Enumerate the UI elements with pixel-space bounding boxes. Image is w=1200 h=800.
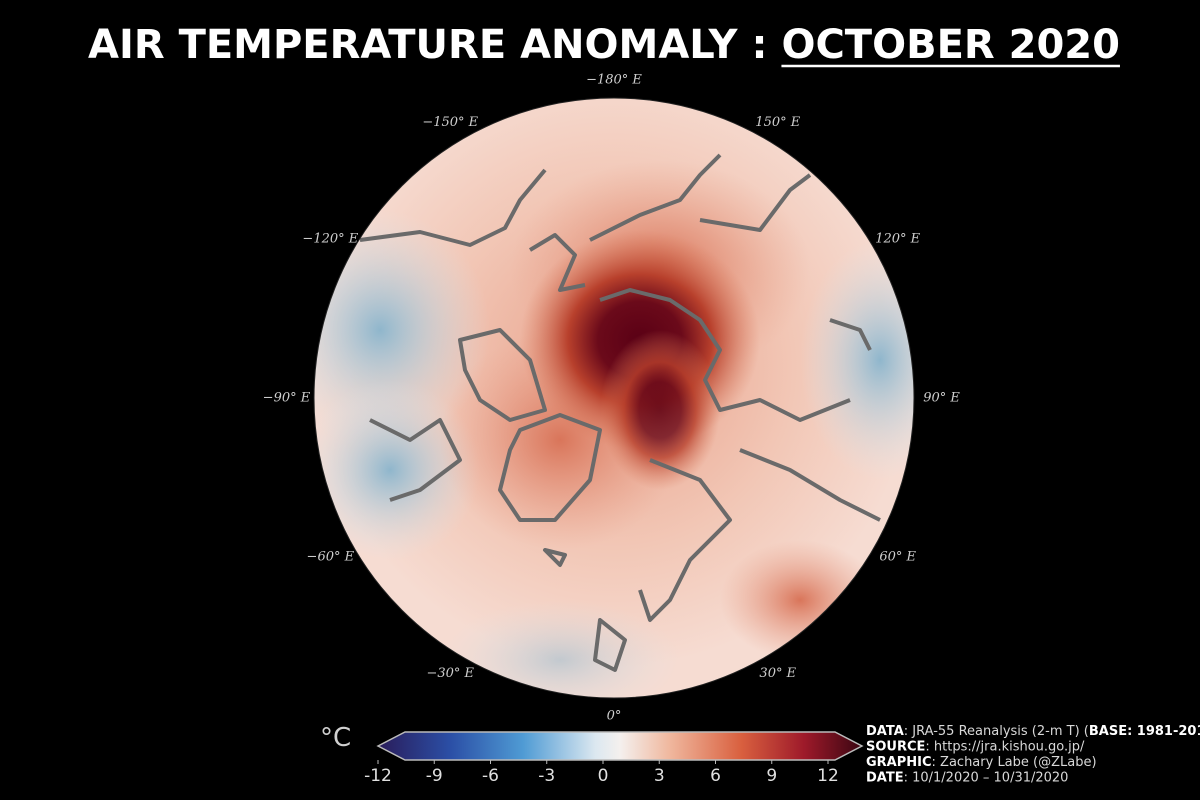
longitude-label: 60° E xyxy=(879,550,916,565)
colorbar-tick-label: 9 xyxy=(766,766,777,786)
map-title: AIR TEMPERATURE ANOMALY : OCTOBER 2020 xyxy=(88,22,1120,68)
credit-line: GRAPHIC: Zachary Labe (@ZLabe) xyxy=(866,755,1097,770)
credit-label: DATA xyxy=(866,724,904,739)
credit-text: : 10/1/2020 – 10/31/2020 xyxy=(904,771,1069,786)
longitude-label: −90° E xyxy=(263,391,311,406)
credit-label: SOURCE xyxy=(866,740,925,755)
colorbar-tick-label: -9 xyxy=(426,766,443,786)
colorbar-tick-label: -6 xyxy=(482,766,499,786)
credit-line: DATE: 10/1/2020 – 10/31/2020 xyxy=(866,771,1068,786)
colorbar-tick-label: -12 xyxy=(364,766,392,786)
longitude-label: 150° E xyxy=(755,115,800,130)
longitude-label: −120° E xyxy=(302,232,358,247)
credit-text: : JRA-55 Reanalysis (2-m T) ( xyxy=(904,724,1089,739)
longitude-label: 120° E xyxy=(875,232,920,247)
longitude-label: −180° E xyxy=(586,73,642,88)
longitude-label: −150° E xyxy=(422,115,478,130)
credit-line: SOURCE: https://jra.kishou.go.jp/ xyxy=(866,740,1085,755)
credit-label: GRAPHIC xyxy=(866,755,932,770)
colorbar-tick-label: -3 xyxy=(538,766,555,786)
longitude-label: −30° E xyxy=(426,666,474,681)
credit-text: : https://jra.kishou.go.jp/ xyxy=(925,740,1085,755)
longitude-label: −60° E xyxy=(307,550,355,565)
colorbar-tick-label: 6 xyxy=(710,766,721,786)
colorbar-tick-label: 3 xyxy=(654,766,665,786)
longitude-label: 90° E xyxy=(923,391,960,406)
credit-label: BASE: 1981-2010 xyxy=(1089,724,1200,739)
credit-label: DATE xyxy=(866,771,904,786)
credit-text: : Zachary Labe (@ZLabe) xyxy=(932,755,1097,770)
colorbar-tick-label: 12 xyxy=(817,766,839,786)
credit-line: DATA: JRA-55 Reanalysis (2-m T) (BASE: 1… xyxy=(866,724,1200,739)
colorbar-tick-label: 0 xyxy=(598,766,609,786)
longitude-label: 0° xyxy=(607,709,622,724)
longitude-label: 30° E xyxy=(759,666,796,681)
map-boundary xyxy=(313,97,915,699)
colorbar-unit: °C xyxy=(320,723,351,753)
colorbar xyxy=(376,731,864,761)
anomaly-map xyxy=(314,98,914,698)
